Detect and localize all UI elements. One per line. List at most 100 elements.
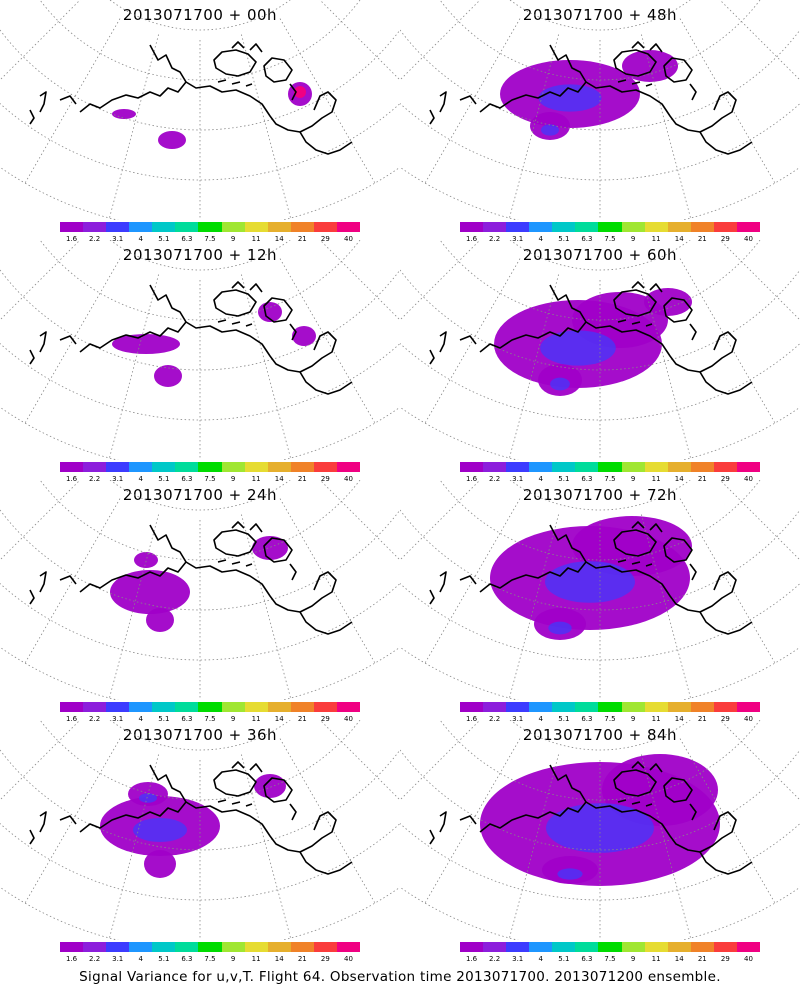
colorbar-swatch [60, 702, 84, 712]
coastline [699, 331, 737, 373]
variance-core [548, 621, 572, 635]
coastline [231, 281, 263, 293]
coastline [29, 109, 35, 125]
coastline [289, 323, 297, 341]
coastline [299, 851, 353, 875]
coastline [689, 323, 697, 341]
coastline [585, 801, 701, 853]
coastline [263, 297, 293, 323]
map-plot [400, 0, 800, 220]
variance-core [133, 818, 187, 842]
longitude-line [109, 34, 159, 219]
map-plot [0, 720, 400, 940]
coastline [439, 811, 447, 833]
colorbar-label: 9 [630, 715, 636, 723]
colorbar-label: 5.1 [558, 715, 570, 723]
panel-title: 2013071700 + 84h [522, 726, 678, 744]
colorbar [60, 462, 361, 472]
latitude-line [439, 0, 761, 81]
coastline [299, 91, 337, 133]
colorbar-label: 4 [538, 475, 543, 483]
latitude-line [509, 0, 691, 31]
colorbar-label: 6.3 [181, 235, 193, 243]
colorbar-labels: 1.6 2.2 3.1 4 5.1 6.3 7.5 9 11 14 21 29 40 [60, 715, 360, 725]
colorbar-label: 1.6 [65, 955, 78, 963]
coastline [59, 335, 77, 345]
colorbar-label: 14 [674, 235, 684, 243]
coastline [689, 83, 697, 101]
colorbar-swatch [690, 702, 714, 712]
latitude-line [39, 0, 361, 81]
colorbar-swatch [129, 222, 153, 232]
coastline [79, 524, 187, 593]
variance-core [557, 868, 583, 880]
colorbar-label: 14 [274, 475, 284, 483]
coastline [663, 57, 693, 83]
panel-title: 2013071700 + 24h [122, 486, 278, 504]
colorbar-swatch [552, 222, 576, 232]
colorbar-label: 2.2 [89, 235, 101, 243]
colorbar-label: 6.3 [181, 955, 193, 963]
colorbar-labels: 1.6 2.2 3.1 4 5.1 6.3 7.5 9 11 14 21 29 40 [60, 475, 360, 485]
colorbar-label: 2.2 [489, 955, 501, 963]
colorbar-swatch [552, 462, 576, 472]
colorbar-swatch [598, 942, 622, 952]
colorbar-swatch [290, 222, 314, 232]
coastline [429, 589, 435, 605]
latitude-line [400, 582, 800, 661]
longitude-line [0, 240, 81, 321]
coastline [59, 95, 77, 105]
latitude-line [39, 720, 361, 801]
coastline [585, 321, 701, 373]
coastline [631, 281, 663, 293]
colorbar-swatch [313, 702, 337, 712]
map-panel-60h: 2013071700 + 60h 1.6 2.2 3.1 4 5.1 6.3 7.5 9 11 1… [400, 240, 800, 483]
panel-title: 2013071700 + 36h [122, 726, 278, 744]
colorbar-swatch [506, 222, 530, 232]
colorbar-swatch [152, 462, 176, 472]
colorbar-swatch [267, 702, 291, 712]
colorbar [60, 942, 361, 952]
variance-core [139, 793, 157, 803]
coastline [439, 91, 447, 113]
longitude-line [400, 240, 481, 321]
colorbar-swatch [106, 462, 130, 472]
longitude-line [319, 720, 400, 801]
colorbar-label: 29 [720, 955, 730, 963]
longitude-line [0, 720, 81, 801]
colorbar-label: 14 [274, 235, 284, 243]
colorbar-swatch [575, 462, 599, 472]
coastline [613, 529, 657, 557]
coastline [617, 559, 653, 567]
colorbar-label: 9 [230, 955, 236, 963]
coastline [263, 777, 293, 803]
colorbar-label: 14 [674, 475, 684, 483]
colorbar-swatch [552, 702, 576, 712]
latitude-line [439, 480, 761, 561]
longitude-line [279, 498, 376, 664]
colorbar-swatch [221, 702, 245, 712]
longitude-line [319, 480, 400, 561]
colorbar-label: 6.3 [581, 955, 593, 963]
colorbar-swatch [221, 222, 245, 232]
colorbar-swatch [598, 222, 622, 232]
colorbar-swatch [290, 942, 314, 952]
colorbar-label: 3.1 [512, 955, 524, 963]
colorbar-swatch [60, 462, 84, 472]
colorbar-label: 11 [251, 475, 261, 483]
coastline [185, 321, 301, 373]
colorbar-swatch [175, 462, 199, 472]
variance-region [154, 365, 182, 387]
colorbar [460, 222, 761, 232]
coastline [185, 561, 301, 613]
colorbar-label: 3.1 [112, 955, 124, 963]
colorbar-label: 1.6 [465, 475, 478, 483]
colorbar-swatch [175, 942, 199, 952]
longitude-line [24, 18, 121, 184]
latitude-line [0, 582, 400, 661]
colorbar-swatch [129, 702, 153, 712]
coastline [439, 571, 447, 593]
colorbar-swatch [621, 462, 645, 472]
coastline [217, 799, 253, 807]
latitude-line [439, 240, 761, 321]
